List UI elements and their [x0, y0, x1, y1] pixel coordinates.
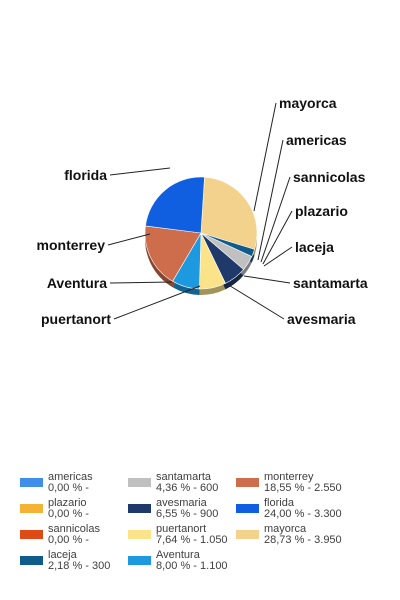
- legend-swatch: [236, 478, 259, 487]
- slice-labels: americas plazario sannicolas laceja santamar…: [37, 95, 368, 327]
- legend-name: americas: [48, 471, 93, 483]
- legend-detail: 28,73 % - 3.950: [264, 534, 342, 546]
- leader-line-avesmaria: [226, 283, 285, 320]
- legend-detail: 4,36 % - 600: [156, 482, 219, 494]
- pie-slice-monterrey[interactable]: [144, 225, 202, 282]
- legend-swatch: [20, 504, 43, 513]
- leader-line-Aventura: [109, 281, 173, 284]
- legend-name: mayorca: [264, 523, 307, 535]
- legend-name: santamarta: [156, 471, 212, 483]
- legend-swatch: [236, 530, 259, 539]
- legend-text: plazario 0,00 % -: [48, 498, 89, 520]
- legend-detail: 7,64 % - 1.050: [156, 534, 228, 546]
- legend-text: avesmaria 6,55 % - 900: [156, 498, 218, 520]
- leader-line-florida: [109, 167, 171, 176]
- legend-item-plazario[interactable]: plazario 0,00 % -: [20, 498, 138, 526]
- legend-name: avesmaria: [156, 497, 207, 509]
- legend-text: monterrey 18,55 % - 2.550: [264, 472, 342, 494]
- legend-swatch: [128, 530, 151, 539]
- legend-text: sannicolas 0,00 % -: [48, 524, 100, 546]
- legend-swatch: [128, 556, 151, 565]
- legend-detail: 0,00 % -: [48, 508, 89, 520]
- legend-name: laceja: [48, 549, 77, 561]
- legend-detail: 0,00 % -: [48, 534, 89, 546]
- legend-item-puertanort[interactable]: puertanort 7,64 % - 1.050: [128, 524, 246, 552]
- leader-line-americas: [257, 139, 284, 261]
- leader-line-santamarta: [243, 275, 291, 284]
- leader-line-monterrey: [107, 233, 151, 246]
- legend-item-Aventura[interactable]: Aventura 8,00 % - 1.100: [128, 550, 246, 578]
- slice-label-santamarta: santamarta: [293, 275, 368, 291]
- legend-detail: 0,00 % -: [48, 482, 89, 494]
- slice-label-plazario: plazario: [295, 203, 348, 219]
- slice-label-avesmaria: avesmaria: [287, 311, 356, 327]
- slice-label-florida: florida: [64, 167, 107, 183]
- legend-name: Aventura: [156, 549, 200, 561]
- legend-text: laceja 2,18 % - 300: [48, 550, 110, 572]
- legend-name: monterrey: [264, 471, 314, 483]
- legend-item-monterrey[interactable]: monterrey 18,55 % - 2.550: [236, 472, 354, 500]
- pie-slice-florida[interactable]: [145, 176, 205, 234]
- leader-line-laceja: [263, 246, 293, 267]
- legend-text: santamarta 4,36 % - 600: [156, 472, 218, 494]
- legend-detail: 2,18 % - 300: [48, 560, 111, 572]
- legend-item-avesmaria[interactable]: avesmaria 6,55 % - 900: [128, 498, 246, 526]
- legend-item-mayorca[interactable]: mayorca 28,73 % - 3.950: [236, 524, 354, 552]
- leader-line-puertanort: [113, 285, 201, 320]
- slice-label-Aventura: Aventura: [47, 275, 107, 291]
- legend-text: florida 24,00 % - 3.300: [264, 498, 342, 520]
- pie-slice-mayorca[interactable]: [200, 176, 258, 250]
- legend-name: puertanort: [156, 523, 207, 535]
- legend-text: americas 0,00 % -: [48, 472, 93, 494]
- legend-swatch: [20, 530, 43, 539]
- legend-swatch: [236, 504, 259, 513]
- slice-label-monterrey: monterrey: [37, 237, 106, 253]
- legend-swatch: [128, 478, 151, 487]
- legend-item-florida[interactable]: florida 24,00 % - 3.300: [236, 498, 354, 526]
- legend-name: sannicolas: [48, 523, 100, 535]
- pie-slices: [144, 176, 258, 290]
- slice-label-mayorca: mayorca: [279, 95, 337, 111]
- legend-text: Aventura 8,00 % - 1.100: [156, 550, 228, 572]
- legend-detail: 8,00 % - 1.100: [156, 560, 228, 572]
- legend-text: mayorca 28,73 % - 3.950: [264, 524, 342, 546]
- legend-item-americas[interactable]: americas 0,00 % -: [20, 472, 138, 500]
- legend-name: florida: [264, 497, 294, 509]
- slice-label-laceja: laceja: [295, 239, 334, 255]
- leader-line-mayorca: [253, 102, 277, 212]
- legend-detail: 18,55 % - 2.550: [264, 482, 342, 494]
- legend-item-santamarta[interactable]: santamarta 4,36 % - 600: [128, 472, 246, 500]
- legend-detail: 6,55 % - 900: [156, 508, 219, 520]
- slice-label-americas: americas: [286, 132, 347, 148]
- slice-label-sannicolas: sannicolas: [293, 169, 366, 185]
- leader-line-plazario: [262, 210, 293, 265]
- legend-item-laceja[interactable]: laceja 2,18 % - 300: [20, 550, 138, 578]
- legend-swatch: [20, 478, 43, 487]
- slice-label-puertanort: puertanort: [41, 311, 111, 327]
- legend-swatch: [128, 504, 151, 513]
- legend-text: puertanort 7,64 % - 1.050: [156, 524, 228, 546]
- legend-item-sannicolas[interactable]: sannicolas 0,00 % -: [20, 524, 138, 552]
- leader-line-sannicolas: [260, 176, 291, 263]
- legend-name: plazario: [48, 497, 87, 509]
- legend-detail: 24,00 % - 3.300: [264, 508, 342, 520]
- legend-swatch: [20, 556, 43, 565]
